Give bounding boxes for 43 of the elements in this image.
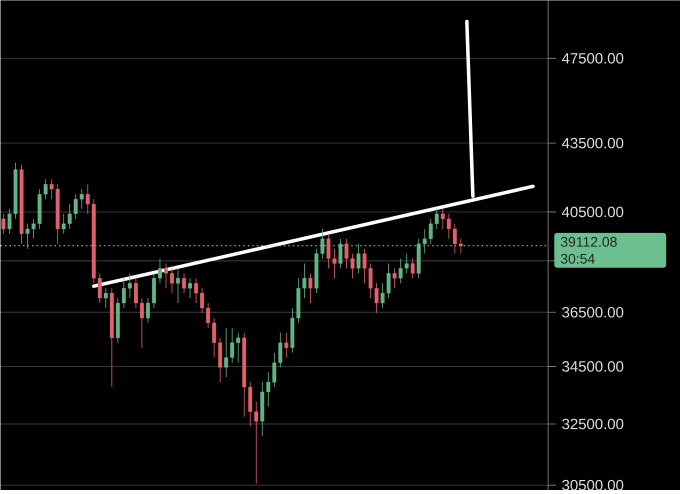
candlestick [2,213,6,234]
candlestick [158,258,162,284]
candlestick [320,228,324,260]
candlestick [380,282,385,308]
candlestick [104,288,108,308]
text: 30:54 [560,254,595,264]
y-tick-label: 34500.00 [562,361,624,372]
y-tick-label: 36500.00 [562,307,624,318]
candlestick [284,332,288,358]
candlestick [374,282,379,314]
candlestick [356,243,360,274]
candlestick [32,218,36,240]
y-tick-label: 30500.00 [562,480,624,490]
candlestick [326,233,330,269]
candlestick [194,278,198,304]
candlestick [362,248,367,284]
ref-line-label: 39112.08 [560,236,617,247]
candlestick [140,298,144,348]
y-tick-label: 32500.00 [562,418,624,430]
y-tick-label: 40500.00 [562,206,624,218]
candlestick [410,258,415,279]
candlestick [200,288,204,314]
candlestick [206,302,210,328]
candlestick [134,278,138,308]
candlestick [146,298,150,324]
candlestick [392,268,397,289]
candlestick [182,273,186,294]
candlestick [164,263,168,289]
candlestick [344,238,348,269]
candlestick [368,263,373,299]
candlestick [170,268,174,294]
candlestick [26,223,30,250]
y-tick-label: 47500.00 [562,53,624,64]
candlestick [332,248,336,279]
candlestick [350,253,354,279]
candlestick [188,278,192,299]
candlestick [176,268,180,304]
candlestick [338,238,342,269]
candlestick [302,263,306,299]
candlestick [308,273,312,304]
candlestick [8,208,12,234]
y-tick-label: 43500.00 [562,138,624,148]
candlestick [386,263,391,299]
